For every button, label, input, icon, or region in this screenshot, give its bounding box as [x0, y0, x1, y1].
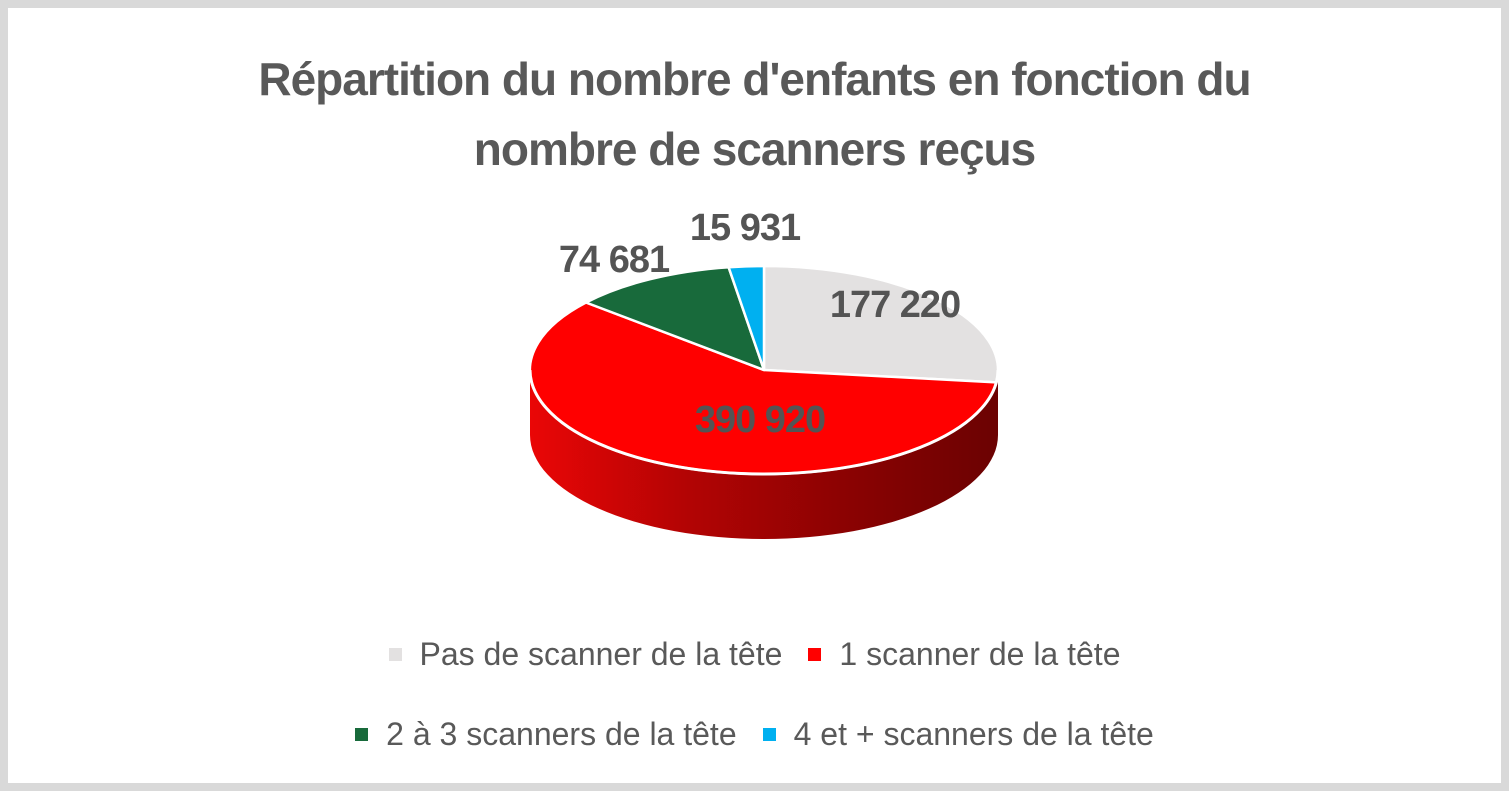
- legend-label: 4 et + scanners de la tête: [793, 715, 1154, 752]
- legend-item-1-scanner[interactable]: 1 scanner de la tête: [808, 634, 1120, 674]
- pie-slice-3[interactable]: [727, 264, 766, 372]
- legend-label: 2 à 3 scanners de la tête: [386, 715, 737, 752]
- legend-row-2: 2 à 3 scanners de la tête 4 et + scanner…: [355, 714, 1154, 754]
- legend-row-1: Pas de scanner de la tête 1 scanner de l…: [388, 634, 1120, 674]
- pie-chart: 177 220 390 920 74 681 15 931: [528, 207, 1000, 539]
- chart-title-line-1: Répartition du nombre d'enfants en fonct…: [258, 53, 1251, 105]
- pie-rim-highlight: [528, 369, 1000, 476]
- legend-marker-icon: [808, 647, 822, 661]
- legend-item-2-a-3-scanners[interactable]: 2 à 3 scanners de la tête: [355, 714, 737, 754]
- data-label-3: 15 931: [690, 207, 801, 249]
- legend-marker-icon: [355, 727, 369, 741]
- legend-item-4-et-plus-scanners[interactable]: 4 et + scanners de la tête: [762, 714, 1154, 754]
- chart-title: Répartition du nombre d'enfants en fonct…: [8, 44, 1501, 184]
- pie-slice-2[interactable]: [584, 265, 766, 372]
- legend-marker-icon: [388, 647, 402, 661]
- legend-label: 1 scanner de la tête: [839, 635, 1121, 672]
- data-label-1: 390 920: [695, 399, 825, 441]
- legend-item-pas-de-scanner[interactable]: Pas de scanner de la tête: [388, 634, 783, 674]
- data-label-0: 177 220: [830, 284, 960, 326]
- pie-slice-0[interactable]: [762, 264, 1000, 384]
- data-label-2: 74 681: [559, 239, 670, 281]
- pie-side: [530, 370, 998, 539]
- legend-label: Pas de scanner de la tête: [419, 635, 783, 672]
- legend-marker-icon: [762, 727, 776, 741]
- legend: Pas de scanner de la tête 1 scanner de l…: [8, 634, 1501, 754]
- chart-title-line-2: nombre de scanners reçus: [473, 123, 1036, 175]
